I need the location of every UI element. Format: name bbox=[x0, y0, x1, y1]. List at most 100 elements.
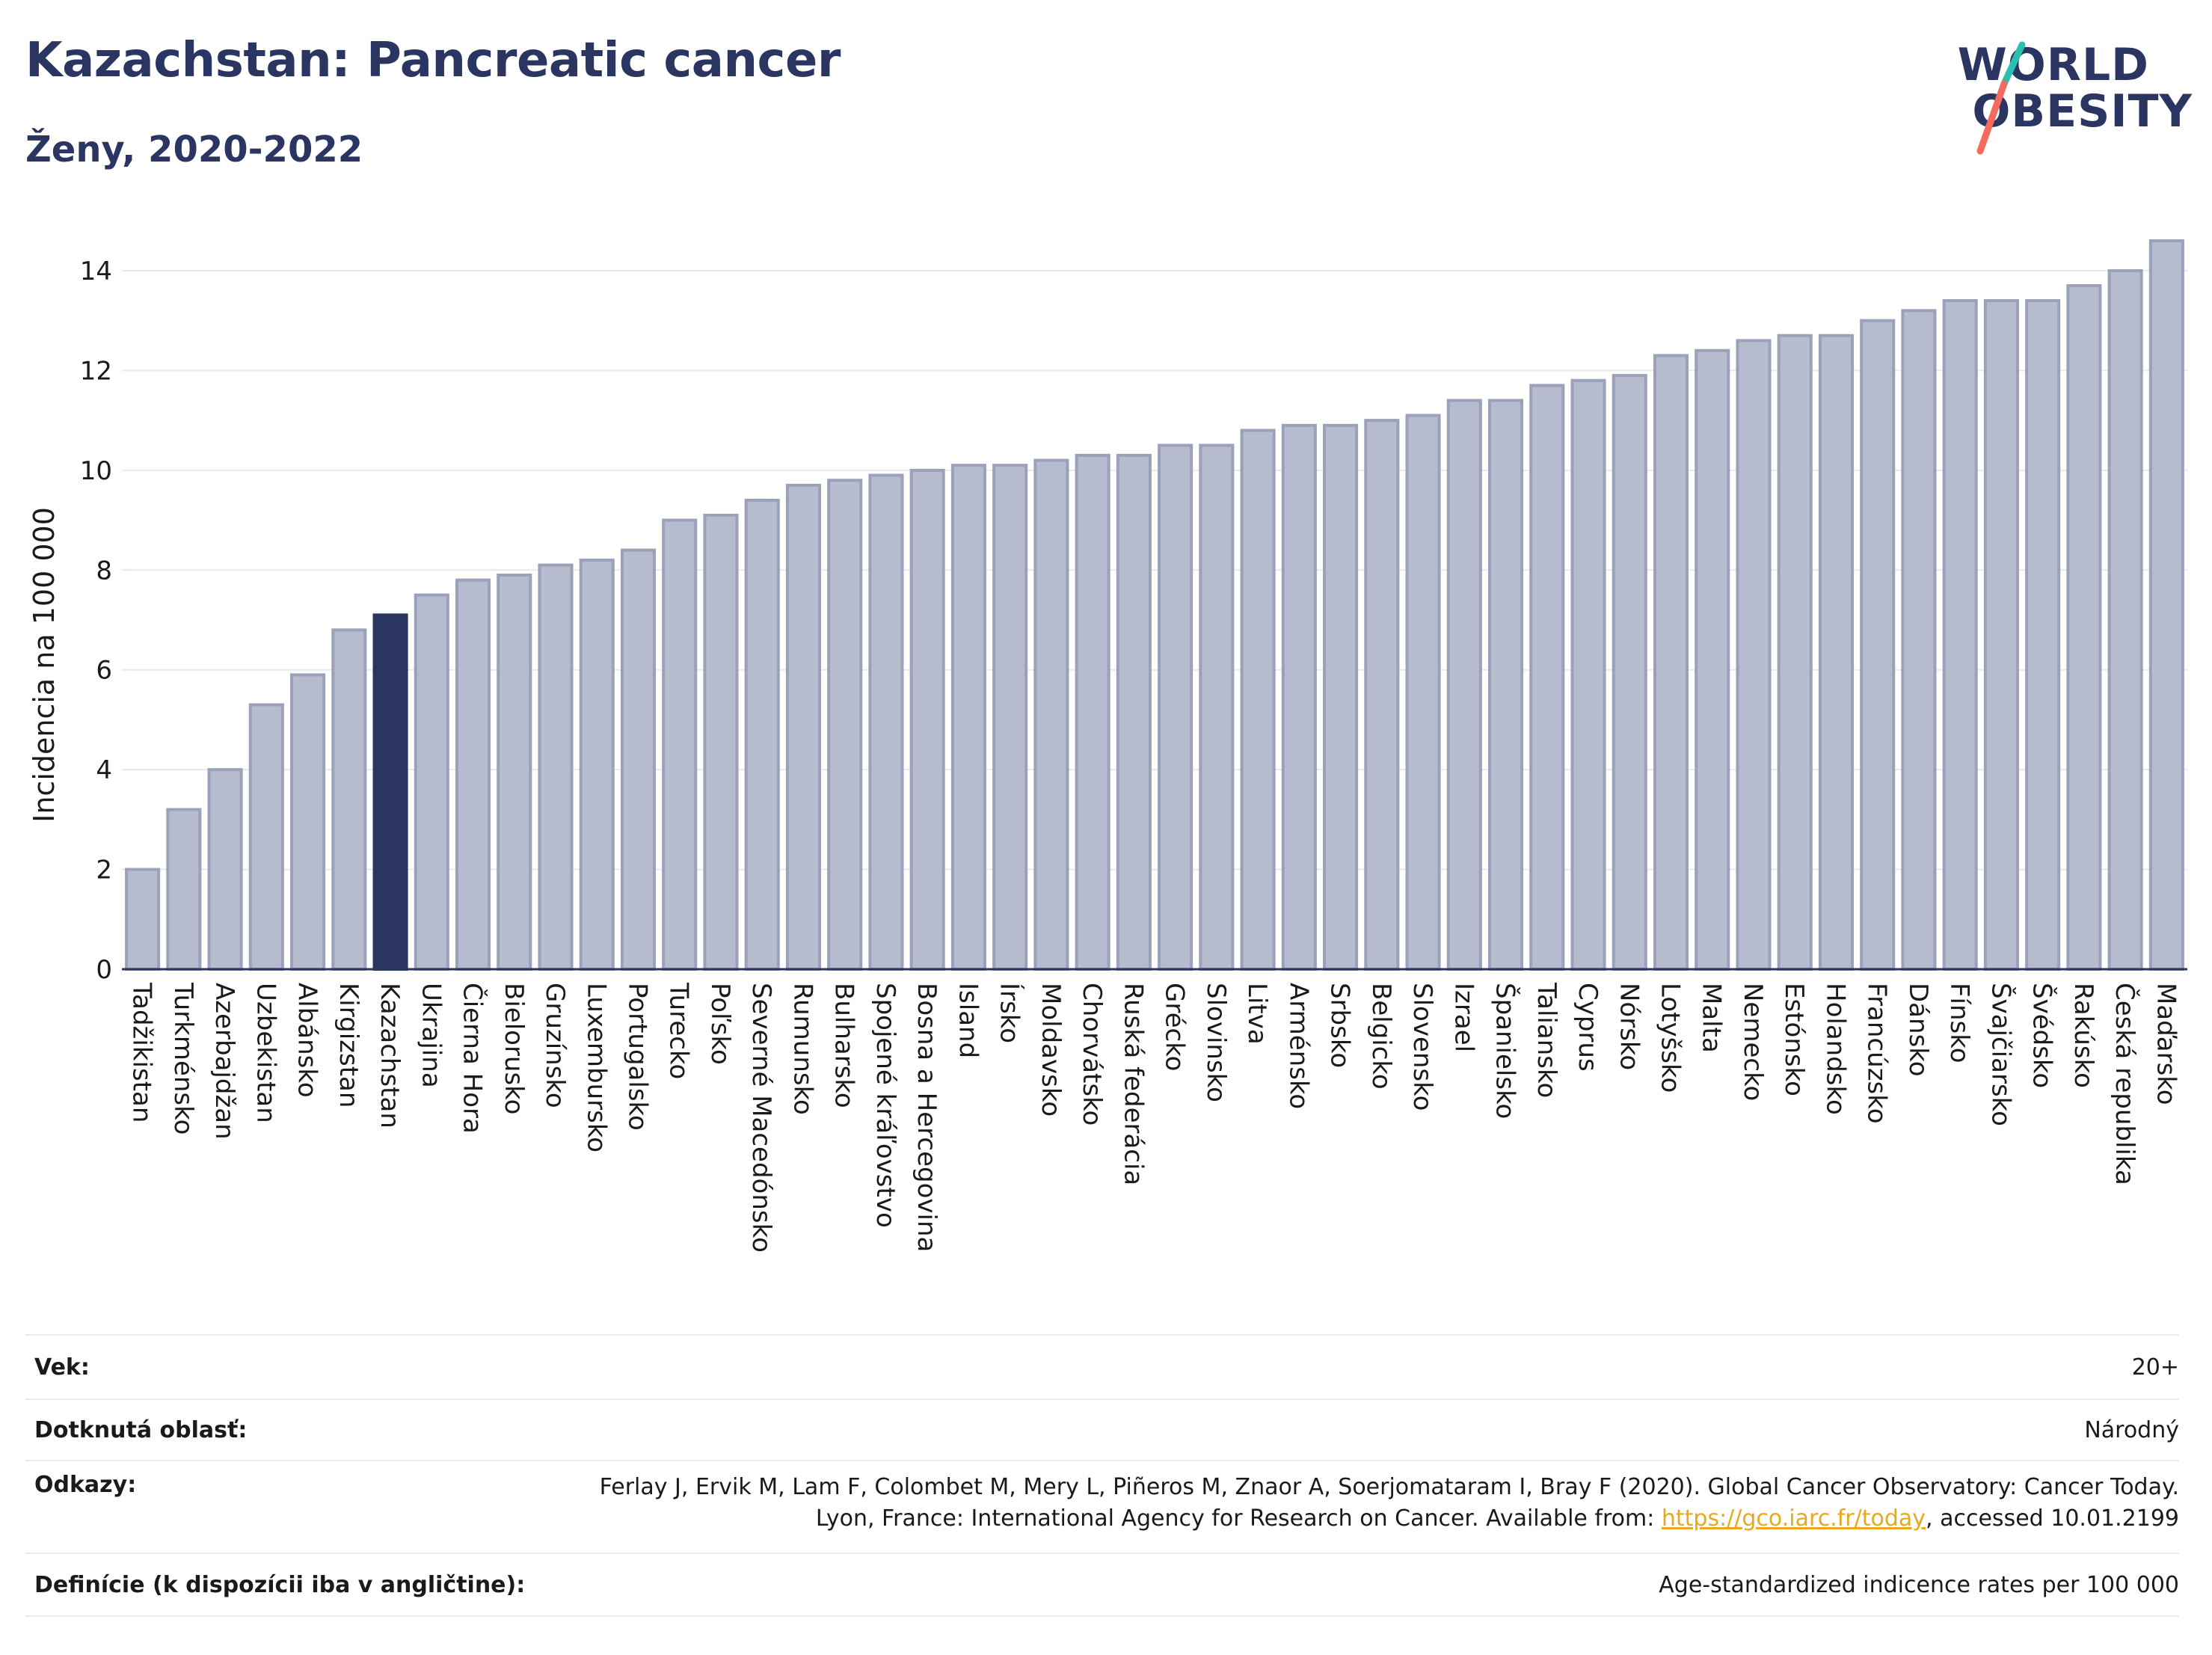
bar[interactable] bbox=[1240, 429, 1276, 971]
info-table: Vek: 20+ Dotknutá oblasť: Národný Odkazy… bbox=[25, 1334, 2179, 1617]
bar[interactable] bbox=[1529, 384, 1565, 971]
bar[interactable] bbox=[414, 593, 449, 971]
bar[interactable] bbox=[1695, 348, 1730, 971]
y-tick-label: 14 bbox=[80, 257, 112, 286]
bar[interactable] bbox=[785, 483, 822, 971]
info-row-area: Dotknutá oblasť: Národný bbox=[25, 1398, 2179, 1460]
x-tick-label: Maďarsko bbox=[2151, 983, 2181, 1105]
x-tick-label: Cyprus bbox=[1573, 983, 1603, 1072]
references-link[interactable]: https://gco.iarc.fr/today bbox=[1661, 1505, 1926, 1532]
info-row-definitions: Definície (k dispozícii iba v angličtine… bbox=[25, 1553, 2179, 1617]
bar[interactable] bbox=[2107, 269, 2143, 971]
x-tick-label: Belgicko bbox=[1366, 983, 1396, 1090]
bar[interactable] bbox=[331, 628, 367, 971]
bar[interactable] bbox=[1487, 399, 1524, 971]
bar[interactable] bbox=[1612, 374, 1647, 971]
bar[interactable] bbox=[1323, 423, 1359, 971]
y-tick-label: 0 bbox=[96, 955, 112, 985]
bar[interactable] bbox=[1983, 299, 2019, 971]
area-label: Dotknutá oblasť: bbox=[34, 1416, 248, 1443]
x-tick-label: Nemecko bbox=[1738, 983, 1768, 1101]
bar[interactable] bbox=[579, 558, 615, 971]
x-tick-label: Estónsko bbox=[1779, 983, 1809, 1096]
bar[interactable] bbox=[455, 578, 491, 971]
bar[interactable] bbox=[827, 479, 863, 971]
bar[interactable] bbox=[538, 563, 574, 971]
x-tick-label: Kazachstan bbox=[375, 983, 405, 1129]
bar[interactable] bbox=[868, 473, 904, 971]
x-tick-label: Rumunsko bbox=[787, 983, 817, 1115]
y-tick-label: 2 bbox=[96, 856, 112, 885]
x-tick-label: Litva bbox=[1242, 983, 1272, 1045]
references-value: Ferlay J, Ervik M, Lam F, Colombet M, Me… bbox=[564, 1472, 2179, 1535]
bar[interactable] bbox=[248, 703, 284, 971]
bar[interactable] bbox=[1199, 443, 1235, 971]
bar[interactable] bbox=[1281, 423, 1317, 971]
x-tick-label: Francúzsko bbox=[1862, 983, 1892, 1124]
x-tick-label: Slovensko bbox=[1407, 983, 1437, 1111]
age-label: Vek: bbox=[34, 1354, 90, 1381]
x-tick-label: Fínsko bbox=[1944, 983, 1974, 1063]
world-obesity-logo[interactable]: WORLD OBESITY bbox=[1952, 39, 2199, 159]
x-tick-label: Spojené kráľovstvo bbox=[870, 983, 900, 1228]
bar[interactable] bbox=[1653, 354, 1689, 971]
y-tick-label: 10 bbox=[80, 456, 112, 486]
bar[interactable] bbox=[1116, 453, 1152, 971]
bar[interactable] bbox=[497, 573, 532, 971]
bar[interactable] bbox=[662, 518, 698, 971]
x-tick-label: Grécko bbox=[1160, 983, 1190, 1071]
bar[interactable] bbox=[1860, 319, 1896, 971]
bar[interactable] bbox=[1033, 458, 1069, 971]
x-tick-label: Kirgizstan bbox=[334, 983, 363, 1108]
definitions-value: Age-standardized indicence rates per 100… bbox=[1659, 1571, 2179, 1598]
bar[interactable] bbox=[1364, 419, 1400, 971]
x-tick-label: Srbsko bbox=[1325, 983, 1355, 1068]
x-tick-label: Taliansko bbox=[1531, 982, 1561, 1098]
bar[interactable] bbox=[1736, 339, 1772, 971]
x-tick-label: Turkménsko bbox=[168, 982, 198, 1134]
y-tick-label: 6 bbox=[96, 656, 112, 686]
x-tick-label: Švajčiarsko bbox=[1985, 983, 2016, 1126]
bar[interactable] bbox=[1075, 453, 1110, 971]
bar[interactable] bbox=[166, 808, 202, 971]
bar[interactable] bbox=[290, 673, 326, 971]
x-tick-label: Severné Macedónsko bbox=[746, 983, 776, 1253]
x-tick-label: Slovinsko bbox=[1201, 983, 1231, 1102]
x-tick-label: Uzbekistan bbox=[251, 983, 280, 1123]
x-tick-label: Čierna Hora bbox=[458, 983, 488, 1134]
x-tick-label: Poľsko bbox=[705, 983, 735, 1065]
bar[interactable] bbox=[1405, 414, 1441, 971]
y-axis-label: Incidencia na 100 000 bbox=[28, 507, 61, 823]
bar[interactable] bbox=[703, 513, 739, 971]
bar[interactable] bbox=[2148, 239, 2184, 971]
bar[interactable] bbox=[744, 498, 780, 971]
x-tick-label: Lotyšsko bbox=[1656, 983, 1686, 1093]
age-value: 20+ bbox=[2131, 1354, 2179, 1381]
x-tick-label: Bosna a Hercegovina bbox=[912, 983, 941, 1252]
bar[interactable] bbox=[2025, 299, 2061, 971]
chart-bars bbox=[125, 239, 2184, 971]
bar[interactable] bbox=[207, 768, 243, 971]
bar[interactable] bbox=[1818, 334, 1855, 971]
y-tick-label: 12 bbox=[80, 356, 112, 386]
bar[interactable] bbox=[372, 613, 408, 971]
logo-slash-icon bbox=[1976, 41, 2026, 155]
bar[interactable] bbox=[125, 868, 161, 971]
bar[interactable] bbox=[1570, 378, 1606, 971]
bar[interactable] bbox=[1901, 309, 1937, 971]
bar[interactable] bbox=[2066, 284, 2102, 971]
info-row-age: Vek: 20+ bbox=[25, 1334, 2179, 1398]
bar[interactable] bbox=[992, 464, 1028, 971]
bar[interactable] bbox=[950, 464, 986, 971]
bar[interactable] bbox=[1158, 443, 1193, 971]
x-tick-label: Ukrajina bbox=[416, 983, 446, 1088]
x-tick-label: Moldavsko bbox=[1036, 983, 1066, 1117]
bar[interactable] bbox=[1777, 334, 1813, 971]
x-tick-label: Nórsko bbox=[1614, 983, 1644, 1070]
y-axis-ticks: 0 2 4 6 8 10 12 14 bbox=[80, 257, 112, 985]
bar[interactable] bbox=[1942, 299, 1978, 971]
area-value: Národný bbox=[2084, 1416, 2179, 1443]
bar[interactable] bbox=[909, 468, 945, 971]
bar[interactable] bbox=[620, 548, 657, 971]
bar[interactable] bbox=[1446, 399, 1482, 971]
